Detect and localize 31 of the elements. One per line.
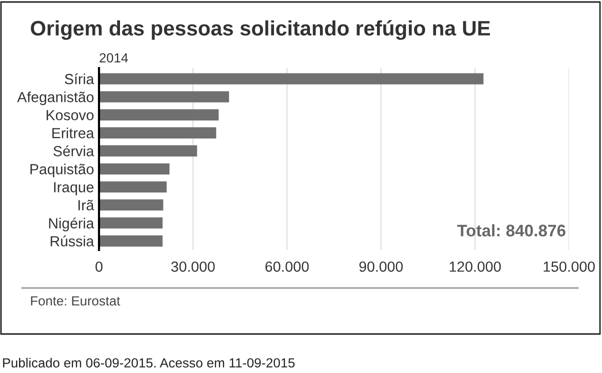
- text: Publicado em 06-09-2015. Acesso em 11-09-2015: [3, 358, 295, 368]
- y-tick-label: Eritrea: [52, 128, 94, 138]
- y-tick-label: Iraque: [54, 182, 94, 196]
- source-note: Fonte: Eurostat: [31, 296, 120, 306]
- bar: [99, 145, 198, 156]
- y-tick-label: Kosovo: [46, 110, 94, 120]
- annotation: Total: 840.876: [457, 224, 566, 236]
- bar: [99, 181, 167, 193]
- y-tick-label: Paquistão: [30, 164, 94, 178]
- bar: [99, 127, 216, 138]
- y-tick-label: Rússia: [50, 236, 94, 246]
- x-tick-label: 60.000: [265, 261, 309, 272]
- x-tick-label: 90.000: [359, 261, 403, 272]
- y-tick-label: Afeganistão: [17, 92, 94, 106]
- chart-subtitle: 2014: [100, 53, 128, 63]
- y-tick-label: Sérvia: [53, 145, 94, 156]
- bar: [99, 91, 230, 102]
- y-tick-label: Irã: [78, 200, 94, 210]
- bar: [99, 199, 164, 211]
- bar: [99, 109, 219, 120]
- chart-title: Origem das pessoas solicitando refúgio na UE: [30, 20, 490, 40]
- bar: [99, 235, 163, 247]
- y-tick-label: Síria: [64, 73, 94, 84]
- y-tick-label: Nigéria: [49, 218, 94, 232]
- bar: [99, 73, 484, 84]
- x-tick-label: 150.000: [544, 261, 595, 272]
- bar: [99, 217, 163, 229]
- bar: [99, 163, 170, 174]
- x-tick-label: 0: [96, 261, 102, 272]
- x-tick-label: 30.000: [171, 261, 215, 272]
- x-tick-label: 120.000: [450, 261, 501, 272]
